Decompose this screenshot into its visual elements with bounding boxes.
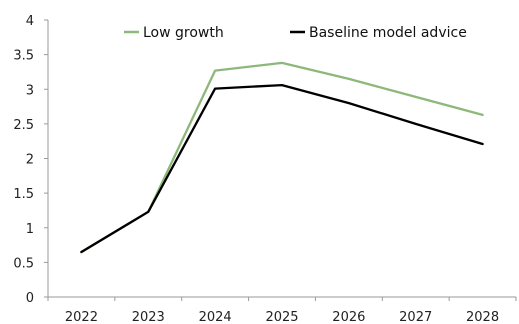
y-tick-label: 3 [26,83,34,98]
x-tick-label: 2027 [399,310,432,324]
series-line-baseline-model-advice [80,83,484,254]
series-line-low-growth [80,61,484,254]
axes [47,20,516,298]
x-tick-label: 2024 [199,310,232,324]
y-tick-label: 3.5 [13,49,34,64]
x-tick-label: 2028 [466,310,499,324]
y-tick-label: 2 [26,153,34,168]
y-tick-label: 1.5 [13,187,34,202]
series-lines [80,61,484,254]
y-tick-label: 1 [26,222,34,237]
y-tick-label: 2.5 [13,118,34,133]
y-tick-label: 0.5 [13,256,34,271]
y-axis-ticks: 0 0.5 1 1.5 2 2.5 3 3.5 4 [13,14,48,306]
x-tick-label: 2022 [65,310,98,324]
legend-label-low-growth: Low growth [143,25,224,41]
legend: Low growth Baseline model advice [124,25,467,41]
y-tick-label: 4 [26,14,34,29]
y-tick-label: 0 [26,291,34,306]
x-tick-label: 2026 [332,310,365,324]
x-tick-label: 2025 [265,310,298,324]
legend-label-baseline-model-advice: Baseline model advice [309,25,467,41]
x-axis-ticks: 2022 2023 2024 2025 2026 2027 2028 [47,297,517,324]
x-tick-label: 2023 [132,310,165,324]
